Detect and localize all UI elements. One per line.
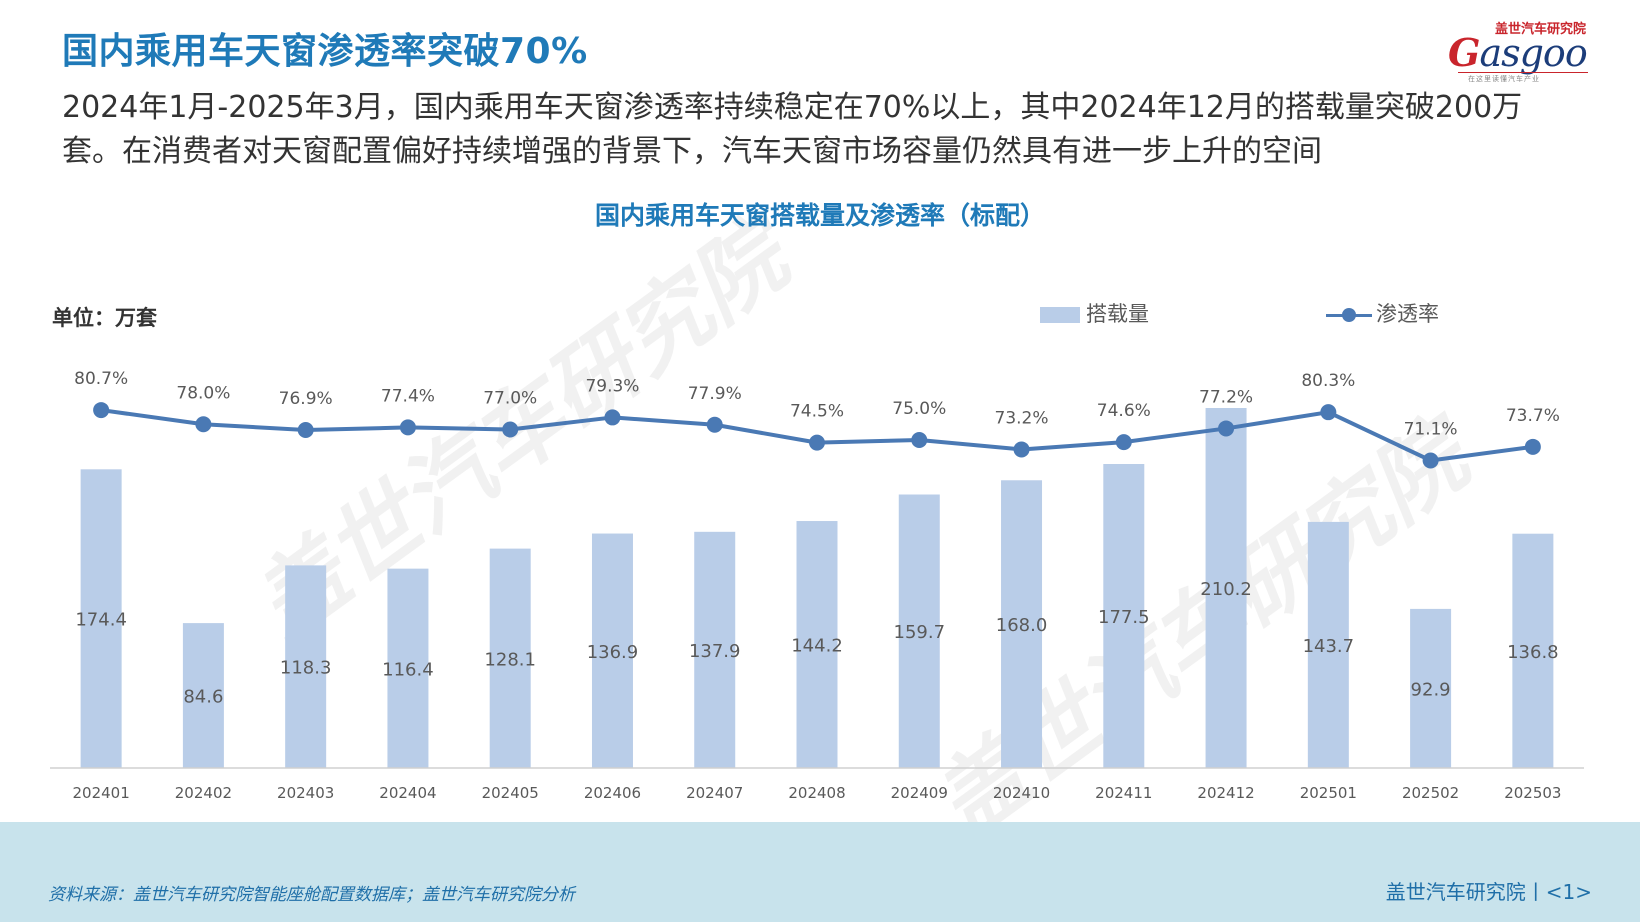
bar-202407 <box>694 531 736 768</box>
source-note: 资料来源：盖世汽车研究院智能座舱配置数据库；盖世汽车研究院分析 <box>48 885 575 905</box>
bar-value-label-202407: 137.9 <box>689 641 741 662</box>
line-value-label-202408: 74.5% <box>790 402 844 422</box>
x-tick-label-202405: 202405 <box>482 784 539 802</box>
x-tick-label-202410: 202410 <box>993 784 1050 802</box>
bar-202405 <box>489 548 531 768</box>
line-point-202502 <box>1422 452 1439 469</box>
bar-202403 <box>285 565 327 768</box>
bar-202412 <box>1205 408 1247 768</box>
bar-value-label-202411: 177.5 <box>1098 607 1150 628</box>
line-value-label-202411: 74.6% <box>1097 401 1151 421</box>
line-value-label-202404: 77.4% <box>381 386 435 406</box>
line-value-label-202501: 80.3% <box>1301 371 1355 391</box>
line-value-label-202409: 75.0% <box>892 399 946 419</box>
logo-cn-text: 盖世汽车研究院 <box>1494 22 1586 37</box>
line-point-202410 <box>1013 441 1030 458</box>
x-tick-label-202502: 202502 <box>1402 784 1459 802</box>
logo-underline <box>1458 72 1588 73</box>
bar-value-label-202501: 143.7 <box>1303 636 1355 657</box>
x-tick-label-202403: 202403 <box>277 784 334 802</box>
logo-g: G <box>1448 30 1480 75</box>
line-point-202407 <box>706 416 723 433</box>
legend-bar-swatch <box>1040 307 1080 323</box>
line-value-label-202410: 73.2% <box>995 408 1049 428</box>
line-point-202405 <box>502 421 519 438</box>
line-point-202411 <box>1115 434 1132 451</box>
bar-202409 <box>898 494 940 768</box>
line-point-202403 <box>297 422 314 439</box>
bar-202410 <box>1001 480 1043 768</box>
bar-value-label-202502: 92.9 <box>1411 679 1451 700</box>
bar-value-label-202412: 210.2 <box>1200 579 1252 600</box>
logo-wordmark: Gasgoo <box>1448 30 1588 75</box>
page-title: 国内乘用车天窗渗透率突破70% <box>62 31 588 72</box>
page-subtitle: 2024年1月-2025年3月，国内乘用车天窗渗透率持续稳定在70%以上，其中2… <box>62 90 1523 169</box>
x-tick-label-202503: 202503 <box>1504 784 1561 802</box>
legend-bar: 搭载量 <box>1040 298 1149 328</box>
x-tick-label-202409: 202409 <box>891 784 948 802</box>
line-point-202409 <box>911 432 928 448</box>
line-point-202501 <box>1320 404 1337 421</box>
bar-value-label-202409: 159.7 <box>894 622 946 643</box>
legend-bar-label: 搭载量 <box>1086 302 1149 326</box>
x-tick-label-202408: 202408 <box>788 784 845 802</box>
line-value-label-202503: 73.7% <box>1506 406 1560 426</box>
bar-202408 <box>796 521 838 768</box>
chart-title: 国内乘用车天窗搭载量及渗透率（标配） <box>594 201 1045 230</box>
bar-value-label-202402: 84.6 <box>183 687 223 708</box>
line-point-202408 <box>809 434 825 451</box>
line-value-label-202412: 77.2% <box>1199 387 1253 407</box>
line-value-label-202403: 76.9% <box>279 389 333 409</box>
logo-tagline: 在这里读懂汽车产业 <box>1468 75 1540 83</box>
bar-202503 <box>1512 533 1554 768</box>
bar-value-label-202408: 144.2 <box>791 636 843 657</box>
line-point-202406 <box>604 409 621 426</box>
gasgoo-logo: 盖世汽车研究院 Gasgoo 在这里读懂汽车产业 <box>1428 14 1588 83</box>
legend-line: 渗透率 <box>1326 298 1439 328</box>
x-tick-label-202402: 202402 <box>175 784 232 802</box>
x-tick-label-202501: 202501 <box>1300 784 1357 802</box>
bar-202411 <box>1103 464 1145 768</box>
line-value-label-202502: 71.1% <box>1404 419 1458 439</box>
bar-value-label-202403: 118.3 <box>280 658 332 679</box>
bar-202401 <box>80 469 122 768</box>
bar-value-label-202410: 168.0 <box>996 615 1048 636</box>
legend-line-swatch <box>1326 307 1372 323</box>
bar-value-label-202503: 136.8 <box>1507 642 1559 663</box>
line-point-202503 <box>1524 438 1541 455</box>
bar-202501 <box>1307 521 1349 768</box>
x-tick-label-202406: 202406 <box>584 784 641 802</box>
footer-band <box>0 822 1640 922</box>
bar-value-label-202404: 116.4 <box>382 659 434 680</box>
x-tick-label-202401: 202401 <box>73 784 130 802</box>
bar-202406 <box>591 533 633 768</box>
line-value-label-202406: 79.3% <box>585 376 639 396</box>
x-tick-label-202412: 202412 <box>1197 784 1254 802</box>
line-point-202412 <box>1218 420 1235 437</box>
bar-202502 <box>1410 608 1452 768</box>
footer-brand: 盖世汽车研究院丨<1> <box>1385 880 1592 904</box>
bar-value-label-202406: 136.9 <box>587 642 639 663</box>
line-value-label-202401: 80.7% <box>74 369 128 389</box>
bar-202402 <box>182 623 224 768</box>
chart-svg: 174.4 84.6 118.3 116.4 128.1 136.9 137.9 144.2 1… <box>50 369 1584 802</box>
unit-label: 单位：万套 <box>52 306 157 330</box>
line-point-202401 <box>93 402 110 419</box>
line-value-label-202402: 78.0% <box>176 383 230 403</box>
bar-value-label-202401: 174.4 <box>75 610 127 631</box>
logo-word-rest: asgoo <box>1479 31 1587 75</box>
legend-line-label: 渗透率 <box>1376 302 1439 326</box>
line-point-202402 <box>195 416 212 433</box>
bar-value-label-202405: 128.1 <box>484 649 536 670</box>
line-point-202404 <box>399 419 416 436</box>
line-value-label-202407: 77.9% <box>688 384 742 404</box>
line-value-label-202405: 77.0% <box>483 389 537 409</box>
x-tick-label-202404: 202404 <box>379 784 436 802</box>
x-tick-label-202411: 202411 <box>1095 784 1152 802</box>
x-tick-label-202407: 202407 <box>686 784 743 802</box>
bar-202404 <box>387 568 429 768</box>
